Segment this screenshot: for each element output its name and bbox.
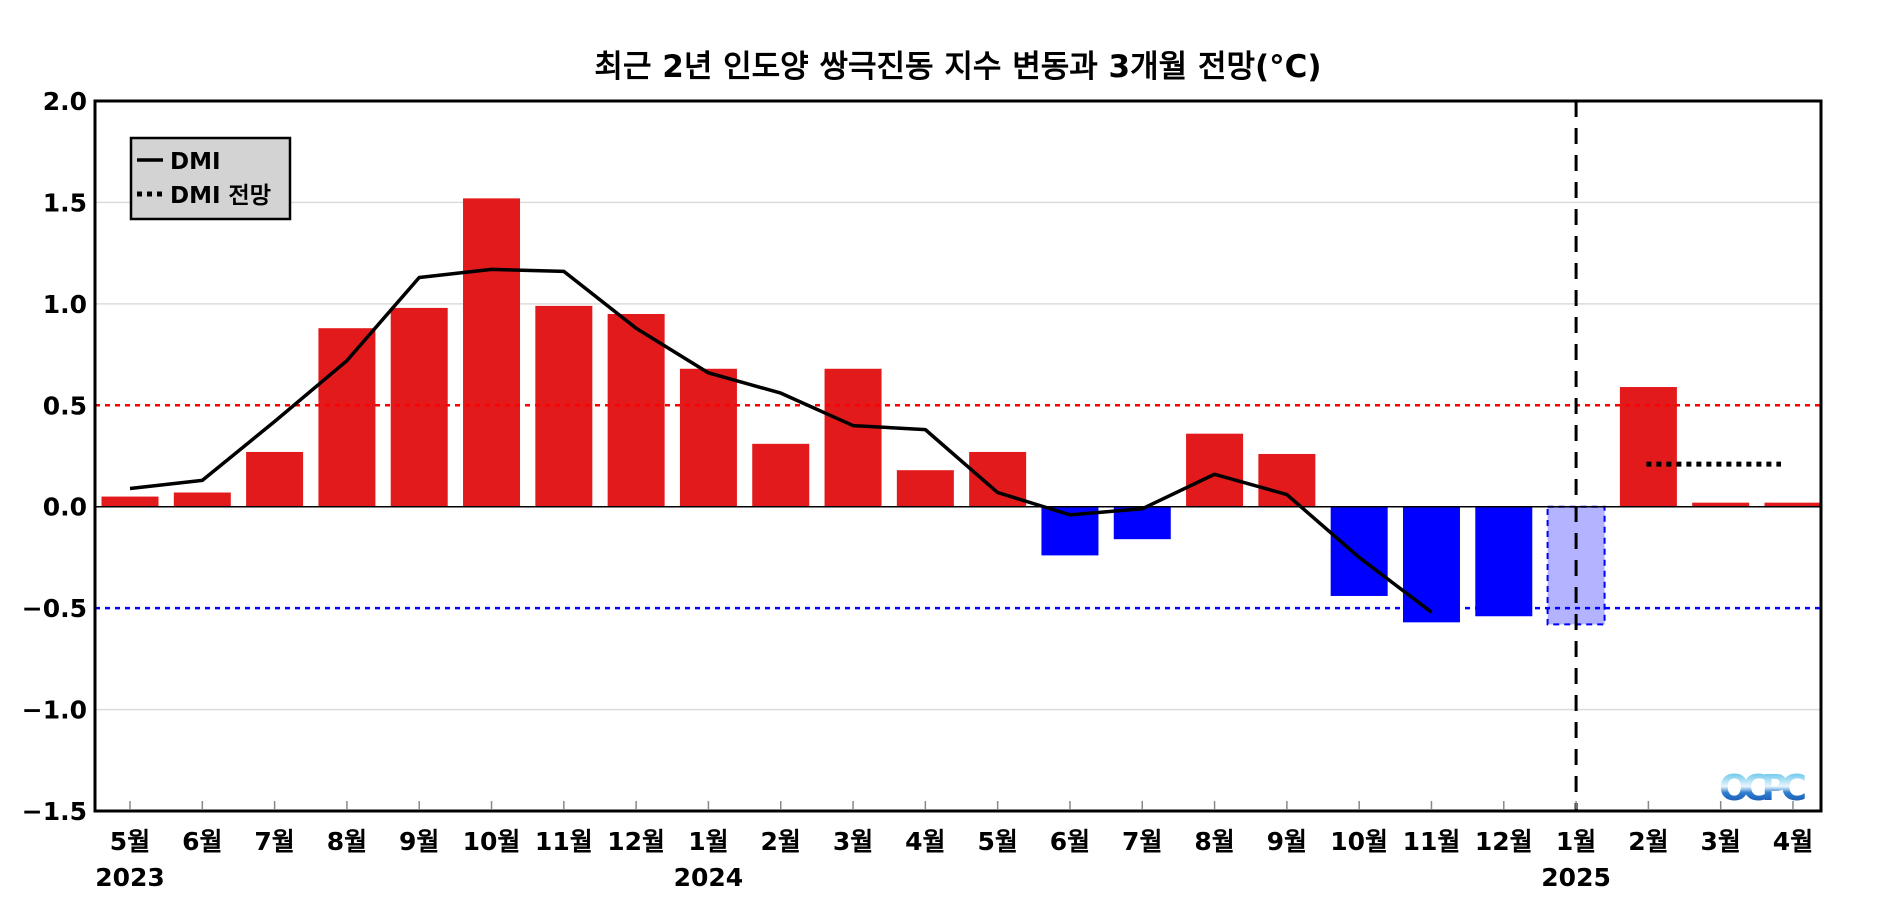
- bar: [1113, 506, 1171, 540]
- plot-frame: [93, 99, 1823, 813]
- y-tick-label: −0.5: [22, 594, 87, 623]
- bar: [752, 443, 810, 507]
- x-tick-label: 2월: [761, 827, 801, 856]
- x-tick-label: 5월: [977, 827, 1017, 856]
- x-tick-label: 1월: [688, 827, 728, 856]
- x-tick-label: 9월: [1267, 827, 1307, 856]
- legend-label-dmi: DMI: [170, 149, 221, 175]
- x-tick-label: 12월: [607, 827, 665, 856]
- x-tick-label: 8월: [1194, 827, 1234, 856]
- x-tick-label: 8월: [327, 827, 367, 856]
- bar: [101, 496, 159, 507]
- y-tick-label: −1.0: [22, 696, 87, 725]
- dmi-line: [129, 267, 1433, 614]
- x-tick-label: 7월: [1122, 827, 1162, 856]
- bar: [463, 198, 521, 507]
- bar: [824, 368, 882, 507]
- bar: [1619, 387, 1677, 507]
- x-tick-label: 3월: [833, 827, 873, 856]
- bar: [607, 314, 665, 507]
- x-tick-label: 4월: [905, 827, 945, 856]
- y-tick-label: 1.0: [43, 290, 87, 319]
- legend-box: [129, 136, 292, 221]
- y-tick-label: 0.0: [43, 493, 87, 522]
- bar: [1402, 506, 1460, 623]
- bar: [535, 305, 593, 507]
- x-tick-label: 2월: [1628, 827, 1668, 856]
- x-tick-label: 5월: [110, 827, 150, 856]
- x-tick-label: 11월: [535, 827, 593, 856]
- bar: [896, 470, 954, 507]
- y-tick-label: 0.5: [43, 391, 87, 420]
- year-label: 2023: [95, 863, 165, 892]
- bar: [1258, 453, 1316, 507]
- bar: [1692, 502, 1750, 507]
- x-tick-label: 11월: [1403, 827, 1461, 856]
- x-tick-label: 6월: [182, 827, 222, 856]
- x-tick-label: 10월: [463, 827, 521, 856]
- y-tick-label: 1.5: [43, 188, 87, 217]
- y-tick-label: 2.0: [43, 87, 87, 116]
- x-tick-label: 6월: [1050, 827, 1090, 856]
- bar: [1475, 506, 1533, 617]
- bar: [679, 368, 737, 507]
- y-tick-label: −1.5: [22, 797, 87, 826]
- year-label: 2025: [1541, 863, 1611, 892]
- ocpc-logo: OCPC: [1719, 768, 1807, 809]
- chart-title: 최근 2년 인도양 쌍극진동 지수 변동과 3개월 전망(°C): [594, 49, 1321, 85]
- x-tick-label: 12월: [1475, 827, 1533, 856]
- bar: [246, 451, 304, 507]
- x-tick-label: 9월: [399, 827, 439, 856]
- bar: [1330, 506, 1388, 596]
- year-label: 2024: [674, 863, 744, 892]
- bar: [173, 492, 231, 507]
- x-tick-label: 7월: [254, 827, 294, 856]
- bar: [318, 328, 376, 507]
- bar: [1186, 433, 1244, 507]
- bar: [1764, 502, 1822, 507]
- x-tick-label: 4월: [1773, 827, 1813, 856]
- x-tick-label: 1월: [1556, 827, 1596, 856]
- bar: [390, 307, 448, 507]
- x-tick-label: 3월: [1700, 827, 1740, 856]
- x-tick-label: 10월: [1330, 827, 1388, 856]
- legend-label-dmi-forecast: DMI 전망: [170, 183, 271, 209]
